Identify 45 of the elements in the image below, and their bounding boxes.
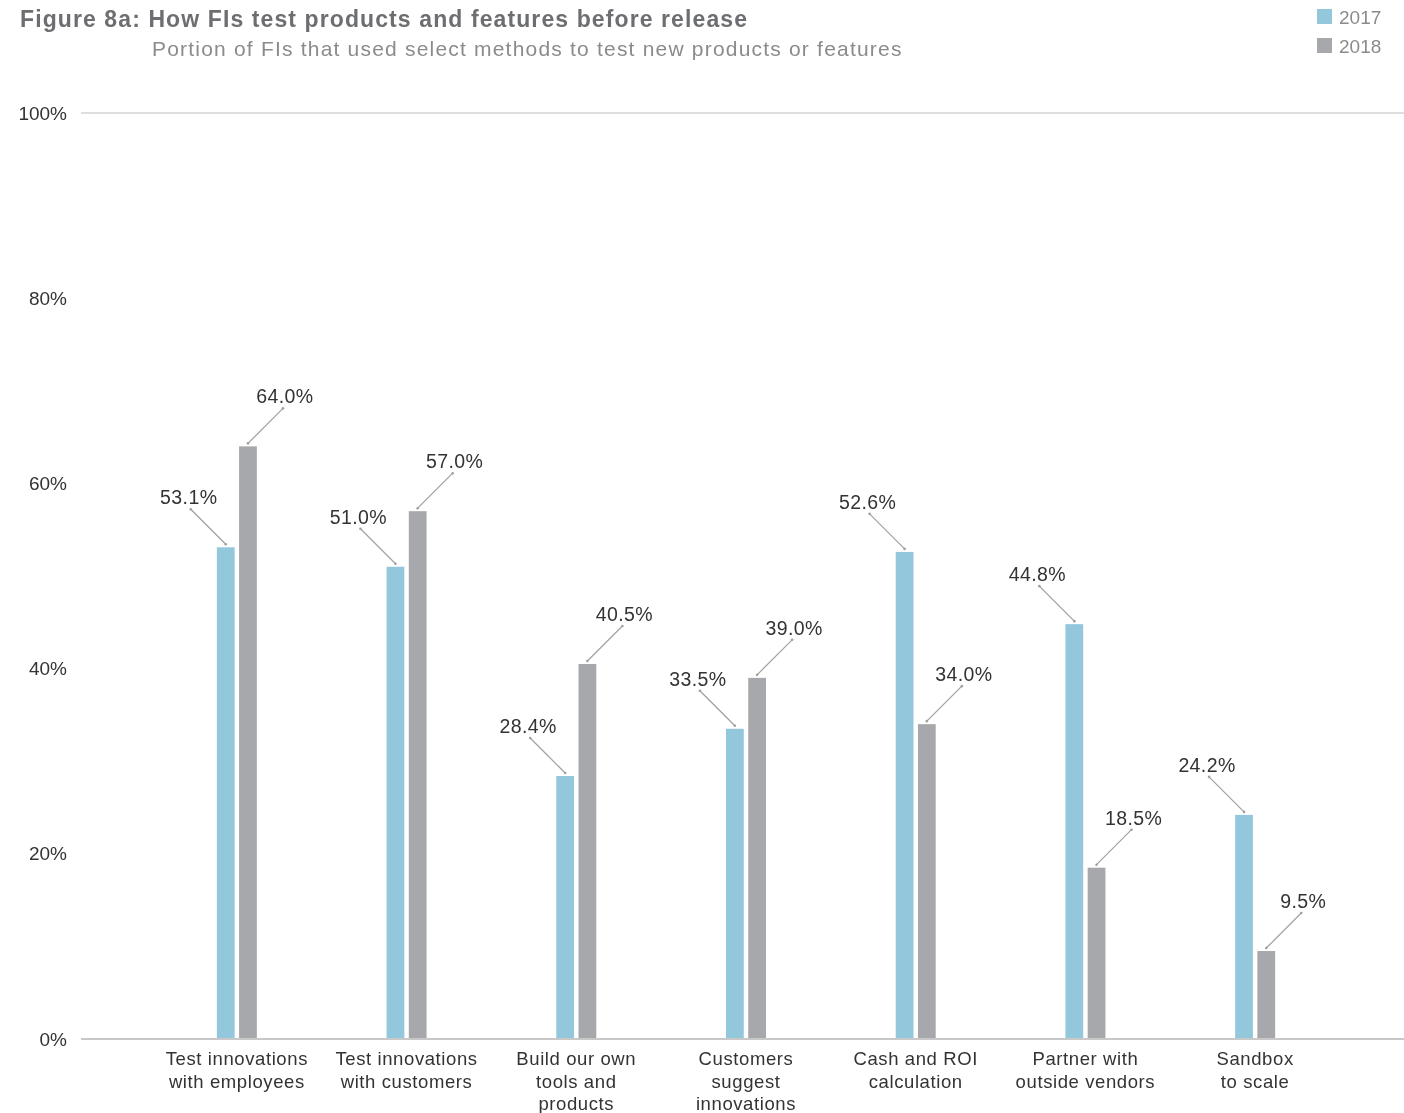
data-label: 64.0% (256, 385, 314, 408)
y-tick-label: 60% (28, 473, 68, 495)
x-tick-label: Cash and ROI calculation (853, 1048, 978, 1092)
data-label: 33.5% (669, 667, 727, 690)
bar (895, 551, 914, 1039)
y-tick-label: 40% (28, 658, 68, 680)
data-label: 51.0% (329, 505, 388, 528)
data-label: 28.4% (499, 715, 557, 738)
y-tick-label: 100% (18, 102, 68, 124)
data-label: 52.6% (838, 490, 897, 513)
x-tick-label: Test innovations with employees (165, 1048, 308, 1092)
chart-title: Figure 8a: How FIs test products and features before release (20, 6, 749, 32)
x-tick-label: Build our own tools and products (516, 1048, 637, 1113)
chart-subtitle: Portion of FIs that used select methods to test new products or features (152, 37, 903, 60)
data-label: 18.5% (1104, 806, 1163, 829)
data-label: 39.0% (765, 616, 823, 639)
data-label: 34.0% (935, 663, 993, 686)
bar (578, 663, 597, 1039)
bar (408, 511, 427, 1039)
x-tick-label: Partner with outside vendors (1015, 1048, 1156, 1092)
y-tick-label: 0% (39, 1028, 68, 1050)
y-tick-label: 20% (28, 843, 68, 865)
legend-label: 2017 (1339, 7, 1382, 28)
data-label: 53.1% (160, 486, 218, 509)
data-label: 40.5% (595, 602, 654, 625)
bar (1235, 814, 1253, 1039)
x-tick-label: Test innovations with customers (335, 1048, 478, 1092)
bar (556, 776, 575, 1039)
bar (726, 728, 744, 1039)
data-label: 9.5% (1280, 890, 1327, 913)
data-label: 57.0% (426, 450, 484, 473)
bar (239, 446, 257, 1039)
bar (917, 724, 936, 1039)
x-tick-label: Sandbox to scale (1216, 1048, 1294, 1092)
legend-label: 2018 (1339, 36, 1382, 57)
x-tick-label: Customers suggest innovations (695, 1048, 797, 1113)
bar (1065, 624, 1084, 1039)
bar (748, 677, 766, 1039)
y-tick-label: 80% (28, 287, 68, 309)
data-label: 24.2% (1178, 753, 1236, 776)
bar (1087, 867, 1106, 1039)
bar (386, 566, 405, 1039)
bar (216, 547, 235, 1039)
data-label: 44.8% (1008, 563, 1066, 586)
bar (1257, 951, 1276, 1039)
